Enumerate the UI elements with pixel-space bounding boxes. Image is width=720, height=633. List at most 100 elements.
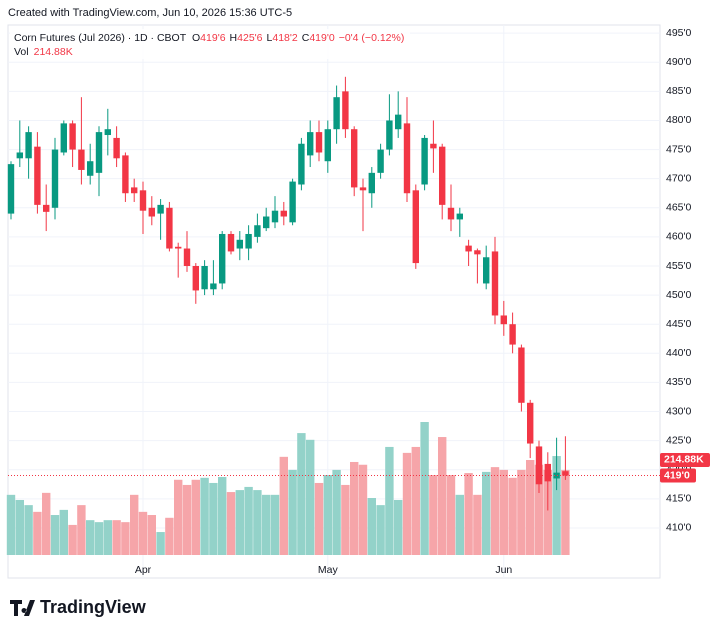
candle-body: [166, 207, 173, 249]
volume-bar: [376, 505, 385, 555]
candle-body: [315, 132, 323, 153]
volume-bar: [526, 460, 535, 555]
y-tick-label: 465'0: [666, 202, 692, 214]
candle-body: [518, 347, 525, 403]
candle-body: [201, 265, 208, 290]
volume-bar: [112, 520, 121, 555]
y-tick-label: 430'0: [666, 405, 692, 417]
candle-body: [535, 446, 543, 485]
o-value: 419'6: [200, 32, 226, 44]
volume-bar: [165, 517, 174, 555]
candle-body: [183, 248, 191, 266]
y-tick-label: 470'0: [666, 172, 692, 184]
volume-bar: [121, 522, 130, 555]
candle-body: [527, 402, 534, 444]
volume-bar: [297, 433, 306, 555]
candle-body: [544, 463, 551, 482]
created-note: Created with TradingView.com, Jun 10, 20…: [8, 7, 292, 19]
candle-body: [359, 187, 367, 191]
volume-bar: [473, 494, 482, 555]
candle-body: [412, 190, 419, 264]
volume-bar: [24, 505, 33, 555]
y-tick-label: 415'0: [666, 493, 692, 505]
candle-body: [474, 250, 481, 255]
o-label: O419'6 H425'6 L418'2 C419'0 −0'4 (−0.12%): [192, 32, 404, 44]
candle-body: [34, 146, 41, 205]
y-tick-label: 455'0: [666, 260, 692, 272]
y-tick-label: 460'0: [666, 231, 692, 243]
candle-body: [447, 207, 455, 220]
candle-body: [430, 143, 437, 149]
candle-body: [254, 225, 261, 237]
volume-bar: [218, 477, 227, 555]
y-tick-label: 440'0: [666, 347, 692, 359]
y-tick-label: 495'0: [666, 27, 692, 39]
candle-body: [78, 149, 85, 170]
volume-bar: [543, 469, 552, 555]
volume-bar: [86, 520, 95, 555]
volume-bar: [138, 511, 148, 555]
legend-header: Corn Futures (Jul 2026) · 1D · CBOT O419…: [10, 29, 410, 59]
x-tick-label: Jun: [495, 564, 512, 576]
brand-name: TradingView: [40, 597, 147, 617]
candle-body: [113, 137, 120, 159]
volume-bar: [314, 482, 324, 555]
candle-body: [351, 129, 358, 188]
y-tick-label: 425'0: [666, 434, 692, 446]
volume-bar: [235, 490, 244, 555]
candle-body: [16, 152, 23, 159]
candle-body: [175, 246, 182, 249]
candle-body: [280, 210, 287, 217]
y-tick-label: 480'0: [666, 114, 692, 126]
volume-bar: [42, 492, 51, 555]
candle-body: [87, 161, 94, 176]
candle-body: [342, 91, 349, 130]
brand-logo: TradingView: [10, 597, 147, 617]
candle-body: [289, 181, 296, 223]
volume-bar: [50, 515, 60, 555]
volume-bar: [33, 511, 42, 555]
volume-bar: [341, 484, 350, 555]
candle-body: [51, 149, 59, 208]
volume-bar: [561, 469, 570, 555]
x-tick-label: Apr: [135, 564, 152, 576]
volume-bar: [323, 475, 332, 555]
header-bg: [10, 29, 410, 59]
last-price-label: 419'0: [664, 469, 690, 481]
h: H: [230, 32, 238, 44]
candle-body: [139, 190, 147, 211]
volume-bar: [94, 522, 104, 555]
candle-body: [122, 155, 129, 194]
candle-body: [245, 233, 252, 249]
volume-bar: [332, 469, 341, 555]
candle-body: [377, 149, 384, 173]
y-tick-label: 485'0: [666, 85, 692, 97]
volume-bar: [420, 422, 429, 555]
candle-body: [131, 187, 138, 194]
l: L: [267, 32, 273, 44]
candle-body: [324, 129, 331, 162]
volume-bar: [306, 439, 315, 555]
volume-bar: [226, 492, 236, 555]
volume-bar: [200, 477, 209, 555]
candle-body: [395, 114, 402, 130]
volume-bar: [77, 505, 86, 555]
candle-body: [157, 204, 164, 214]
volume-bar: [244, 486, 253, 555]
candle-body: [104, 129, 111, 136]
candle-body: [403, 123, 411, 194]
x-tick-label: May: [318, 564, 339, 576]
volume-bar: [508, 477, 517, 555]
candle-body: [491, 251, 499, 316]
volume-bar: [288, 469, 297, 555]
h-value: 425'6: [237, 32, 263, 44]
symbol: Corn Futures (Jul 2026) · 1D · CBOT: [14, 32, 187, 44]
volume-bar: [499, 469, 508, 555]
y-tick-label: 475'0: [666, 143, 692, 155]
volume-bar: [517, 469, 526, 555]
candle-body: [7, 164, 15, 214]
volume-bar: [156, 532, 165, 555]
volume-bar: [438, 437, 447, 555]
volume-bar: [174, 479, 183, 555]
